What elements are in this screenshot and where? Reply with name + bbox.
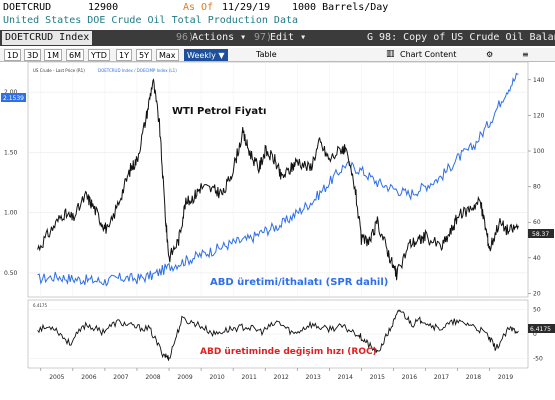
year-label-7: 2012 — [274, 374, 289, 381]
upper-plot-frame — [27, 62, 529, 298]
black-last-value: 58.37 — [532, 231, 549, 238]
ticker: DOETCRUD — [3, 2, 52, 13]
blue-series-line — [37, 72, 519, 287]
year-label-12: 2017 — [434, 374, 449, 381]
year-label-9: 2014 — [338, 374, 353, 381]
page-title: G 98: Copy of US Crude Oil Balance — [367, 32, 555, 43]
actions-menu[interactable]: Actions ▾ — [192, 32, 247, 43]
range-max[interactable]: Max — [156, 49, 179, 61]
roc-last-badge — [528, 324, 555, 333]
actions-number: 96) — [176, 32, 195, 43]
chart-area: 2.00 1.50 1.00 0.50 140 120 100 80 60 40 20 50 0 -50 2… — [1, 62, 555, 381]
frequency-select[interactable]: Weekly ▼ — [184, 49, 228, 61]
right-tick-label-0: 140 — [533, 77, 545, 84]
year-label-11: 2016 — [402, 374, 417, 381]
upper-series-group — [37, 72, 519, 287]
header-row: DOETCRUD 12900 As Of 11/29/19 1000 Barre… — [0, 2, 555, 15]
range-1m[interactable]: 1M — [44, 49, 62, 61]
right-tick-label-6: 20 — [533, 290, 541, 297]
legend-black: US Crude - Last Price (R1) — [33, 68, 85, 73]
left-tick-label-1: 1.50 — [4, 149, 18, 156]
right-tick-label-4: 60 — [533, 219, 541, 226]
chart-toolbar: 1D 3D 1M 6M YTD 1Y 5Y Max Weekly ▼ Table… — [0, 48, 555, 62]
year-label-2: 2007 — [113, 374, 128, 381]
chart-icon: ▥ — [386, 49, 395, 59]
year-label-6: 2011 — [242, 374, 257, 381]
lower-tick-label-0: 50 — [533, 307, 541, 314]
left-tick-label-2: 1.00 — [4, 210, 18, 217]
settings-icon[interactable]: ⚙ — [486, 50, 494, 59]
axis-labels-group: 2.00 1.50 1.00 0.50 140 120 100 80 60 40 20 50 0 -50 2… — [4, 77, 545, 381]
edit-menu[interactable]: Edit ▾ — [270, 32, 307, 43]
year-label-0: 2005 — [49, 374, 64, 381]
right-tick-label-5: 40 — [533, 255, 541, 262]
lower-tick-label-1: 0 — [533, 331, 537, 338]
index-label[interactable]: DOETCRUD Index — [2, 31, 93, 45]
security-description: United States DOE Crude Oil Total Produc… — [3, 15, 299, 26]
right-tick-label-2: 100 — [533, 148, 545, 155]
year-label-14: 2019 — [498, 374, 513, 381]
roc-last-value: 6.4175 — [530, 326, 551, 333]
legend-blue: DOETCRUD Index / DOECIMP Index (L1) — [98, 68, 177, 73]
black-last-badge — [528, 229, 554, 238]
blue-last-badge — [1, 93, 26, 102]
production-annotation: ABD üretimi/ithalatı (SPR dahil) — [210, 277, 388, 288]
right-tick-label-1: 120 — [533, 112, 545, 119]
range-1d[interactable]: 1D — [4, 49, 22, 61]
options-icon[interactable]: ≡ — [522, 50, 529, 59]
left-tick-label-3: 0.50 — [4, 270, 18, 277]
year-label-5: 2010 — [209, 374, 224, 381]
roc-series-line — [37, 309, 519, 361]
lower-series-group — [37, 309, 519, 361]
left-tick-label-0: 2.00 — [4, 89, 18, 96]
range-3d[interactable]: 3D — [24, 49, 42, 61]
range-6m[interactable]: 6M — [66, 49, 84, 61]
as-of-date: 11/29/19 — [222, 2, 271, 13]
as-of-label: As Of — [183, 2, 214, 13]
right-tick-label-3: 80 — [533, 184, 541, 191]
unit-label: 1000 Barrels/Day — [292, 2, 389, 13]
blue-last-value: 2.1539 — [3, 95, 24, 102]
table-button[interactable]: Table — [256, 50, 277, 59]
chart-content-button[interactable]: Chart Content — [400, 50, 457, 59]
year-label-3: 2008 — [145, 374, 160, 381]
wti-annotation: WTI Petrol Fiyatı — [172, 106, 266, 117]
lower-legend: 6.4175 — [33, 303, 47, 308]
lower-tick-label-2: -50 — [533, 355, 543, 362]
roc-annotation: ABD üretiminde değişim hızı (ROC) — [200, 347, 377, 357]
year-label-8: 2013 — [306, 374, 321, 381]
year-label-10: 2015 — [370, 374, 385, 381]
lower-gridlines — [28, 309, 528, 371]
range-5y[interactable]: 5Y — [136, 49, 152, 61]
year-label-4: 2009 — [177, 374, 192, 381]
description-row: United States DOE Crude Oil Total Produc… — [0, 15, 555, 28]
year-label-1: 2006 — [81, 374, 96, 381]
ticker-value: 12900 — [88, 2, 119, 13]
black-series-line — [37, 78, 519, 281]
function-bar: DOETCRUD Index 96) Actions ▾ 97) Edit ▾ … — [0, 30, 555, 46]
year-label-13: 2018 — [466, 374, 481, 381]
range-1y[interactable]: 1Y — [116, 49, 132, 61]
range-ytd[interactable]: YTD — [88, 49, 110, 61]
edit-number: 97) — [254, 32, 273, 43]
